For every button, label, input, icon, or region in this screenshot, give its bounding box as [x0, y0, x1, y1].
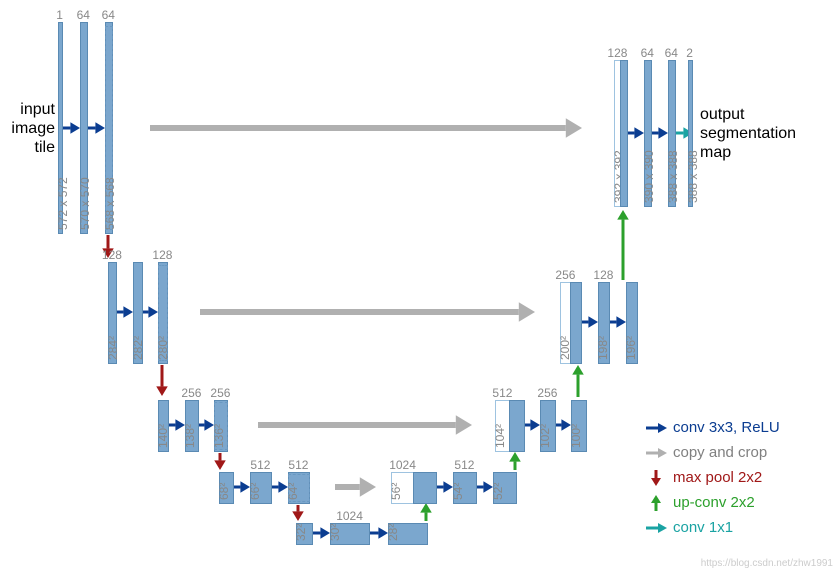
unet-diagram: { "type": "unet-architecture-diagram", "… — [0, 0, 837, 571]
legend-label-4: conv 1x1 — [673, 519, 733, 536]
arrow-right — [87, 122, 105, 134]
dim-L4c: 28² — [386, 524, 400, 541]
channels-L4b: 1024 — [336, 509, 363, 523]
dim-R3c: 52² — [491, 483, 505, 500]
channels-L2c: 256 — [210, 386, 230, 400]
dim-R2w: 104² — [493, 424, 507, 448]
arrow-right — [627, 127, 644, 139]
dim-R3b: 54² — [451, 483, 465, 500]
dim-L1c: 280² — [156, 336, 170, 360]
dim-L2b: 138² — [183, 424, 197, 448]
arrow-right — [200, 302, 535, 321]
feature-block-R3a — [413, 472, 437, 504]
channels-L1c: 128 — [152, 248, 172, 262]
dim-L0a: 572 x 572 — [56, 177, 70, 230]
dim-L3c: 64² — [286, 483, 300, 500]
channels-R3b: 512 — [454, 458, 474, 472]
dim-R0d: 388 x 388 — [686, 150, 700, 203]
legend-label-3: up-conv 2x2 — [673, 494, 755, 511]
arrow-right — [581, 316, 598, 328]
legend-icon-3 — [645, 495, 667, 511]
channels-L0b: 64 — [77, 8, 90, 22]
channels-R2w: 512 — [492, 386, 512, 400]
arrow-right — [150, 118, 582, 137]
legend-icon-4 — [645, 520, 667, 536]
arrow-up — [572, 365, 584, 397]
arrow-down — [156, 365, 168, 396]
dim-L3b: 66² — [248, 483, 262, 500]
channels-L3c: 512 — [288, 458, 308, 472]
channels-L3b: 512 — [250, 458, 270, 472]
dim-L4a: 32² — [294, 524, 308, 541]
legend-icon-2 — [645, 470, 667, 486]
channels-R3w: 1024 — [389, 458, 416, 472]
legend-label-1: copy and crop — [673, 444, 767, 461]
channels-R1w: 256 — [555, 268, 575, 282]
channels-L1a: 128 — [102, 248, 122, 262]
input-label: input image tile — [0, 100, 55, 158]
arrow-down — [292, 505, 304, 521]
legend-label-0: conv 3x3, ReLU — [673, 419, 780, 436]
legend-label-2: max pool 2x2 — [673, 469, 762, 486]
arrow-right — [62, 122, 80, 134]
legend-icon-1 — [645, 445, 667, 461]
channels-R2b: 256 — [537, 386, 557, 400]
dim-L1a: 284² — [106, 336, 120, 360]
dim-L0c: 568 x 568 — [103, 177, 117, 230]
dim-R3w: 56² — [389, 483, 403, 500]
channels-R0b: 64 — [641, 46, 654, 60]
arrow-up — [420, 503, 432, 521]
dim-L3a: 68² — [217, 483, 231, 500]
dim-R2c: 100² — [569, 424, 583, 448]
arrow-right — [116, 306, 133, 318]
feature-block-R2a — [509, 400, 525, 452]
dim-R2b: 102² — [538, 424, 552, 448]
arrow-right — [142, 306, 158, 318]
arrow-right — [609, 316, 626, 328]
channels-L0a: 1 — [56, 8, 63, 22]
channels-R1b: 128 — [593, 268, 613, 282]
dim-L2a: 140² — [156, 424, 170, 448]
dim-R0b: 390 x 390 — [642, 150, 656, 203]
dim-R0c: 388 x 388 — [666, 150, 680, 203]
arrow-right — [651, 127, 668, 139]
dim-L1b: 282² — [131, 336, 145, 360]
feature-block-R0a — [620, 60, 628, 207]
dim-L4b: 30² — [328, 524, 342, 541]
channels-R0d: 2 — [686, 46, 693, 60]
dim-L2c: 136² — [212, 424, 226, 448]
arrow-right — [335, 477, 376, 496]
arrow-up — [509, 452, 521, 470]
watermark: https://blog.csdn.net/zhw1991 — [701, 558, 833, 569]
channels-R0c: 64 — [665, 46, 678, 60]
arrow-up — [617, 210, 629, 280]
feature-block-R1a — [570, 282, 582, 364]
channels-R0w: 128 — [607, 46, 627, 60]
channels-L0c: 64 — [102, 8, 115, 22]
arrow-right — [258, 415, 472, 434]
output-label: output segmentation map — [700, 105, 830, 163]
channels-L2b: 256 — [181, 386, 201, 400]
legend-icon-0 — [645, 420, 667, 436]
dim-R1b: 198² — [596, 336, 610, 360]
dim-R1c: 196² — [624, 336, 638, 360]
arrow-down — [214, 453, 226, 470]
dim-L0b: 570 x 570 — [78, 177, 92, 230]
